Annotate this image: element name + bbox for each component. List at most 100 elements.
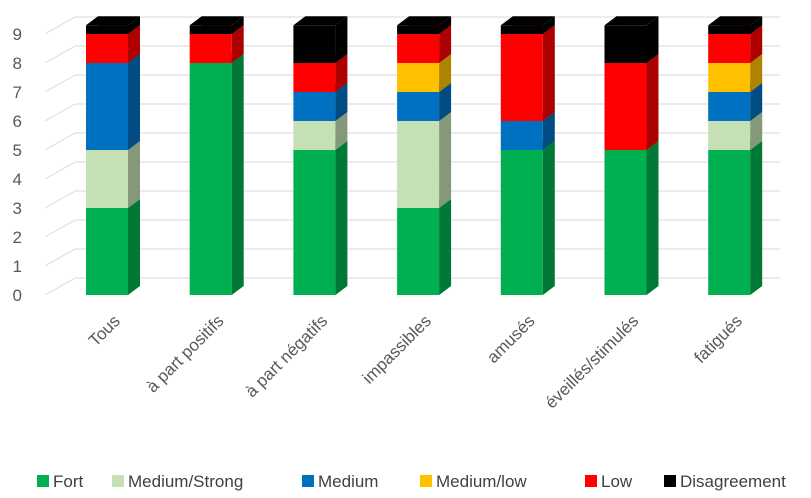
y-tick-label: 4 [13,170,22,189]
gridline-diagonal [44,219,76,238]
gridline-diagonal [44,277,76,296]
bar-front [604,150,647,295]
bar-segment [293,16,348,63]
bar-side [542,112,555,150]
y-tick-label: 5 [13,141,22,160]
bar-side [750,141,763,295]
legend-label: Low [601,472,633,491]
bar-front [397,34,440,63]
bar-segment [397,16,452,34]
x-category-label: fatigués [690,311,746,367]
bar-segment [604,141,659,295]
bar-front [86,208,128,295]
bar-side [439,112,452,208]
y-tick-label: 0 [13,286,22,305]
bar-top [708,16,763,26]
bar-segment [397,199,452,295]
gridline-diagonal [44,132,76,151]
bar-front [604,25,647,63]
legend-swatch [664,475,676,487]
bar-front [189,63,232,295]
bar-side [128,54,140,150]
bar-side [439,83,452,121]
x-category-label: amusés [483,311,539,367]
y-tick-label: 8 [13,54,22,73]
x-category-label: à part positifs [143,311,228,396]
bar-side [750,16,763,34]
gridline-diagonal [44,74,76,93]
bar-top [189,16,244,26]
x-category-label: éveillés/stimulés [541,311,642,412]
bar-side [750,25,763,63]
bar-top [86,16,140,26]
bar-side [128,199,140,295]
bar-front [397,92,440,121]
bar-side [231,25,244,63]
legend-label: Medium/Strong [128,472,243,491]
bar-front [500,150,543,295]
legend: Fort Medium/Strong Medium Medium/low Low Disa… [37,472,786,491]
bar-front [708,92,751,121]
bar-side [439,25,452,63]
bar-segment [86,54,140,150]
bar-top [500,16,555,26]
bar-front [86,34,128,63]
bar-segment [604,54,659,150]
bar-front [604,63,647,150]
bar-front [397,208,440,295]
legend-label: Disagreement [680,472,786,491]
legend-swatch [112,475,124,487]
bar-side [750,112,763,150]
bar-front [708,150,751,295]
legend-label: Medium [318,472,378,491]
x-category-label: Tous [85,311,124,350]
bar-segment [293,141,348,295]
bar-side [750,54,763,92]
bar-front [293,121,336,150]
bar-segment [500,141,555,295]
bar-side [231,16,244,34]
bar-side [335,112,348,150]
bar-front [293,92,336,121]
bar-side [542,141,555,295]
bar-segment [708,16,763,34]
legend-swatch [37,475,49,487]
bar-front [86,25,128,34]
bar-segment [189,54,244,295]
bar-segment [500,16,555,34]
x-category-label: à part négatifs [242,311,332,401]
bar-side [646,54,659,150]
bar-side [542,16,555,34]
bar-front [397,25,440,34]
y-tick-label: 7 [13,83,22,102]
y-tick-label: 6 [13,112,22,131]
bar-side [646,141,659,295]
bar-side [439,54,452,92]
gridline-diagonal [44,161,76,180]
bar-side [439,199,452,295]
bar-side [128,141,140,208]
bar-front [397,63,440,92]
bar-segment [397,112,452,208]
bar-segment [189,16,244,34]
legend-swatch [420,475,432,487]
y-tick-label: 1 [13,257,22,276]
bar-front [500,25,543,34]
legend-swatch [585,475,597,487]
gridline-diagonal [44,248,76,267]
bar-side [128,25,140,63]
bar-segment [86,141,140,208]
y-axis-ticks: 0 1 2 3 4 5 6 7 8 9 [13,25,22,305]
bar-front [293,150,336,295]
bar-side [335,83,348,121]
bar-segment [86,16,140,34]
y-tick-label: 9 [13,25,22,44]
bar-side [439,16,452,34]
y-tick-label: 2 [13,228,22,247]
gridline-diagonal [44,190,76,209]
bar-top [397,16,452,26]
bar-front [86,150,128,208]
bar-top [293,16,348,26]
